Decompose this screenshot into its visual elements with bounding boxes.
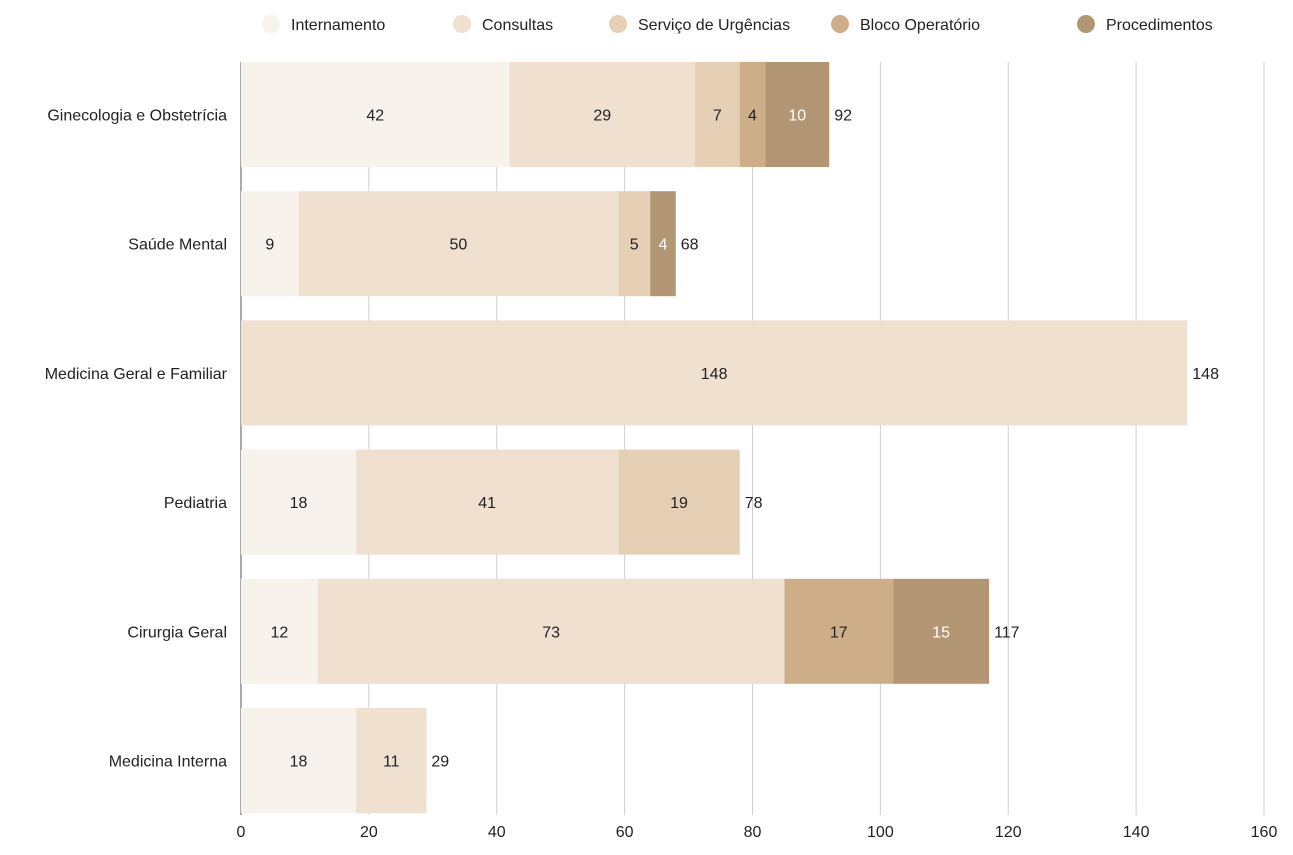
legend-swatch (453, 15, 471, 33)
x-tick-label: 20 (360, 824, 378, 841)
legend-item: Serviço de Urgências (609, 15, 790, 34)
bar-segment (356, 708, 427, 813)
bar-segment (241, 62, 510, 167)
bar-segment (893, 578, 990, 684)
legend-label: Bloco Operatório (860, 17, 980, 34)
x-tick-label: 160 (1251, 824, 1278, 841)
data-label: 29 (593, 108, 611, 125)
category-labels: Ginecologia e Obstetrícia Saúde Mental Med… (45, 108, 228, 771)
bar-segment (317, 578, 785, 684)
bar-segment (356, 449, 619, 555)
category-label: Saúde Mental (128, 237, 227, 254)
data-label: 4 (748, 108, 757, 125)
data-label: 41 (478, 495, 496, 512)
bar-segment (650, 191, 676, 297)
data-label: 5 (630, 237, 639, 254)
bar-segment (241, 578, 318, 684)
x-tick-label: 120 (995, 824, 1022, 841)
legend-item: Procedimentos (1077, 15, 1213, 34)
x-tick-label: 40 (488, 824, 506, 841)
category-label: Medicina Geral e Familiar (45, 366, 228, 383)
legend-label: Internamento (291, 17, 385, 34)
x-tick-label: 100 (867, 824, 894, 841)
data-label: 42 (366, 108, 384, 125)
bar-segment (509, 62, 695, 167)
category-label: Pediatria (164, 495, 227, 512)
data-label: 73 (542, 624, 560, 641)
bar-segment (694, 62, 740, 167)
category-label: Medicina Interna (109, 754, 227, 771)
x-tick-label: 140 (1123, 824, 1150, 841)
gridlines (240, 62, 1265, 815)
total-label: 148 (1192, 366, 1219, 383)
bar-segment (618, 191, 651, 297)
legend-swatch (1077, 15, 1095, 33)
bar-segment (784, 578, 894, 684)
bar-segment (241, 708, 357, 813)
data-label: 19 (670, 495, 688, 512)
bar-segment (298, 191, 619, 297)
legend-swatch (262, 15, 280, 33)
x-axis-tick-labels: 0 20 40 60 80 100 120 140 160 (237, 824, 1278, 841)
legend-item: Internamento (262, 15, 385, 34)
data-label: 11 (383, 754, 400, 771)
legend-label: Procedimentos (1106, 17, 1213, 34)
legend: Internamento Consultas Serviço de Urgência… (262, 15, 1213, 34)
legend-item: Bloco Operatório (831, 15, 980, 34)
data-label: 12 (270, 624, 288, 641)
data-label: 10 (788, 108, 806, 125)
data-label: 15 (932, 624, 950, 641)
bar-segment (765, 62, 830, 167)
data-label: 18 (290, 495, 308, 512)
bar-segment (739, 62, 766, 167)
data-label: 18 (290, 754, 308, 771)
legend-label: Consultas (482, 17, 553, 34)
bar-segment (241, 191, 299, 297)
category-label: Cirurgia Geral (127, 624, 227, 641)
data-label: 50 (449, 237, 467, 254)
x-tick-label: 80 (744, 824, 762, 841)
x-tick-label: 0 (237, 824, 246, 841)
total-label: 117 (994, 624, 1020, 641)
total-label: 78 (745, 495, 763, 512)
data-label: 4 (659, 237, 668, 254)
bar-segment (241, 320, 1188, 426)
bar-segment (618, 449, 740, 555)
legend-swatch (609, 15, 627, 33)
legend-label: Serviço de Urgências (638, 17, 790, 34)
bar-segment (241, 449, 357, 555)
legend-item: Consultas (453, 15, 553, 34)
data-label: 17 (830, 624, 848, 641)
total-label: 92 (834, 108, 852, 125)
data-label: 148 (701, 366, 728, 383)
category-label: Ginecologia e Obstetrícia (47, 108, 227, 125)
x-tick-label: 60 (616, 824, 634, 841)
data-label: 7 (713, 108, 722, 125)
total-label: 68 (681, 237, 699, 254)
total-label: 29 (431, 754, 449, 771)
data-label: 9 (265, 237, 274, 254)
legend-swatch (831, 15, 849, 33)
